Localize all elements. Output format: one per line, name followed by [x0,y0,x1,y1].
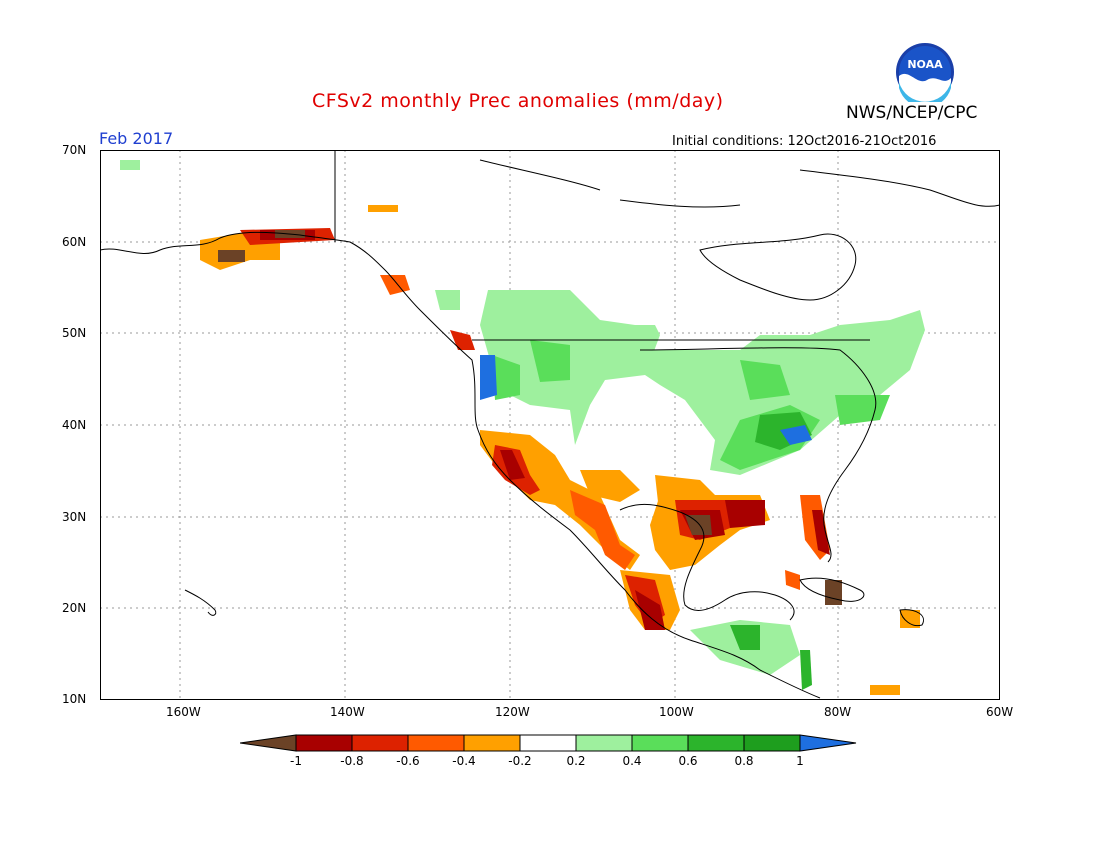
lat-label: 10N [62,692,87,706]
colorbar-tick-label: 0.8 [734,754,753,768]
colorbar-swatch [743,734,801,752]
organization-label: NWS/NCEP/CPC [846,103,978,123]
lat-label: 50N [62,326,87,340]
colorbar-tick-label: -1 [290,754,302,768]
colorbar-tick-label: -0.4 [452,754,475,768]
anomaly-shading [120,160,925,695]
colorbar-swatch [240,734,297,752]
noaa-logo-text: NOAA [907,58,943,71]
colorbar-tick-label: 1 [796,754,804,768]
colorbar-tick-label: 0.2 [566,754,585,768]
colorbar-tick-label: -0.6 [396,754,419,768]
lon-label: 140W [330,705,365,719]
lon-label: 60W [986,705,1014,719]
colorbar-swatch [631,734,689,752]
colorbar-tick-label: 0.4 [622,754,641,768]
colorbar-swatch [463,734,521,752]
colorbar-swatch [407,734,465,752]
noaa-logo: NOAA [896,43,954,102]
coastlines [100,150,1000,699]
lat-label: 40N [62,418,87,432]
colorbar-swatch [351,734,409,752]
lat-label: 20N [62,601,87,615]
colorbar-swatch [799,734,857,752]
colorbar-swatch [687,734,745,752]
colorbar-tick-label: -0.2 [508,754,531,768]
lon-label: 120W [495,705,530,719]
map-gridlines [100,150,1000,700]
lat-label: 70N [62,143,87,157]
colorbar-swatch [575,734,633,752]
initial-conditions-label: Initial conditions: 12Oct2016-21Oct2016 [672,134,937,149]
colorbar-tick-label: -0.8 [340,754,363,768]
precipitation-anomaly-map [100,150,1000,700]
lon-label: 100W [659,705,694,719]
colorbar-swatch [519,734,577,752]
colorbar-tick-label: 0.6 [678,754,697,768]
lon-label: 80W [824,705,852,719]
chart-title: CFSv2 monthly Prec anomalies (mm/day) [312,90,724,112]
valid-month-label: Feb 2017 [99,129,174,148]
colorbar-swatch [295,734,353,752]
lat-label: 30N [62,510,87,524]
lon-label: 160W [166,705,201,719]
lat-label: 60N [62,235,87,249]
colorbar-legend: -1 -0.8 -0.6 -0.4 -0.2 0.2 0.4 0.6 0.8 1 [240,734,857,768]
